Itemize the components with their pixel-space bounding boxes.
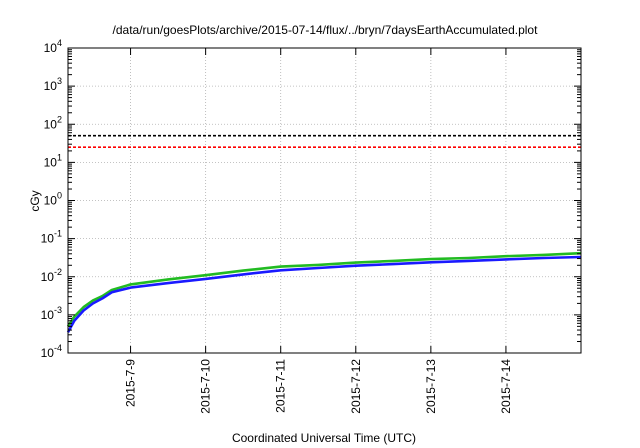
reference-lines bbox=[68, 134, 581, 149]
y-tick-exponent: 2 bbox=[57, 114, 62, 124]
x-tick-label: 2015-7-14 bbox=[499, 359, 513, 414]
y-tick-label: 103 bbox=[44, 76, 62, 93]
chart-title: /data/run/goesPlots/archive/2015-07-14/f… bbox=[113, 23, 539, 37]
y-tick-base: 10 bbox=[41, 346, 55, 360]
y-tick-label: 10-1 bbox=[41, 229, 62, 246]
y-tick-exponent: 4 bbox=[57, 38, 62, 48]
grid bbox=[68, 48, 581, 353]
tick-marks bbox=[68, 47, 581, 354]
y-tick-label: 100 bbox=[44, 191, 62, 208]
x-tick-labels: 2015-7-9 2015-7-10 2015-7-11 2015-7-12 2015-… bbox=[124, 359, 513, 414]
y-tick-label: 101 bbox=[44, 152, 62, 169]
y-tick-exponent: -1 bbox=[54, 229, 62, 239]
x-tick-label: 2015-7-9 bbox=[124, 359, 138, 407]
series-lines bbox=[66, 251, 582, 333]
series-line bbox=[66, 251, 582, 328]
y-tick-exponent: -3 bbox=[54, 305, 62, 315]
y-tick-label: 10-3 bbox=[41, 305, 62, 322]
y-tick-label: 104 bbox=[44, 38, 62, 55]
y-tick-exponent: 1 bbox=[57, 152, 62, 162]
y-tick-base: 10 bbox=[44, 117, 58, 131]
y-tick-base: 10 bbox=[44, 41, 58, 55]
y-tick-label: 102 bbox=[44, 114, 62, 131]
y-tick-exponent: -4 bbox=[54, 343, 62, 353]
y-tick-base: 10 bbox=[44, 79, 58, 93]
y-tick-base: 10 bbox=[44, 194, 58, 208]
y-tick-base: 10 bbox=[41, 270, 55, 284]
y-tick-exponent: 3 bbox=[57, 76, 62, 86]
x-tick-label: 2015-7-11 bbox=[274, 359, 288, 413]
y-tick-exponent: -2 bbox=[54, 267, 62, 277]
x-tick-label: 2015-7-13 bbox=[424, 359, 438, 414]
y-tick-base: 10 bbox=[41, 232, 55, 246]
series-line bbox=[66, 255, 582, 333]
y-tick-exponent: 0 bbox=[57, 191, 62, 201]
plot-frame bbox=[67, 47, 582, 354]
y-axis-label: cGy bbox=[28, 190, 42, 211]
x-tick-label: 2015-7-10 bbox=[199, 359, 213, 414]
x-axis-label: Coordinated Universal Time (UTC) bbox=[232, 431, 416, 445]
y-tick-base: 10 bbox=[44, 155, 58, 169]
y-tick-label: 10-2 bbox=[41, 267, 62, 284]
x-tick-label: 2015-7-12 bbox=[349, 359, 363, 414]
y-tick-base: 10 bbox=[41, 308, 55, 322]
y-tick-label: 10-4 bbox=[41, 343, 62, 360]
